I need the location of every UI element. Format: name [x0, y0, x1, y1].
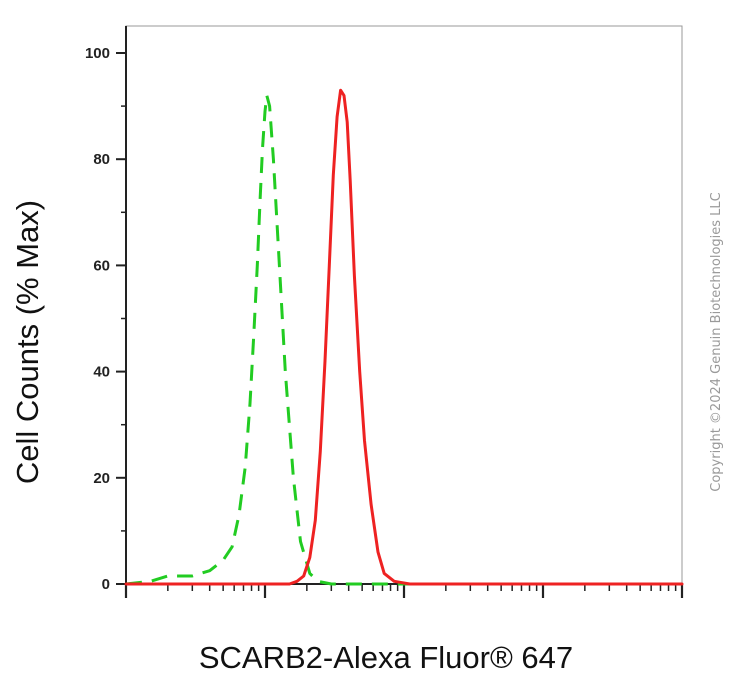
series-line-1	[125, 94, 682, 586]
y-tick-label-40: 40	[93, 364, 110, 381]
y-tick-label-20: 20	[93, 470, 110, 487]
y-tick-label-0: 0	[102, 576, 110, 593]
y-tick-label-100: 100	[85, 45, 110, 62]
y-axis-title: Cell Counts (% Max)	[10, 200, 45, 484]
copyright-watermark: Copyright ©2024 Genuin Biotechnologies L…	[709, 192, 724, 491]
y-tick-label-60: 60	[93, 257, 110, 274]
series-layer	[124, 88, 684, 586]
y-tick-label-80: 80	[93, 151, 110, 168]
plot-frame	[125, 25, 683, 585]
plot-border	[125, 25, 683, 585]
y-axis: 0 20 40 60 80 100	[85, 45, 126, 593]
x-axis	[124, 584, 684, 598]
series-line-2	[124, 88, 684, 586]
x-axis-title: SCARB2-Alexa Fluor® 647	[199, 640, 573, 675]
